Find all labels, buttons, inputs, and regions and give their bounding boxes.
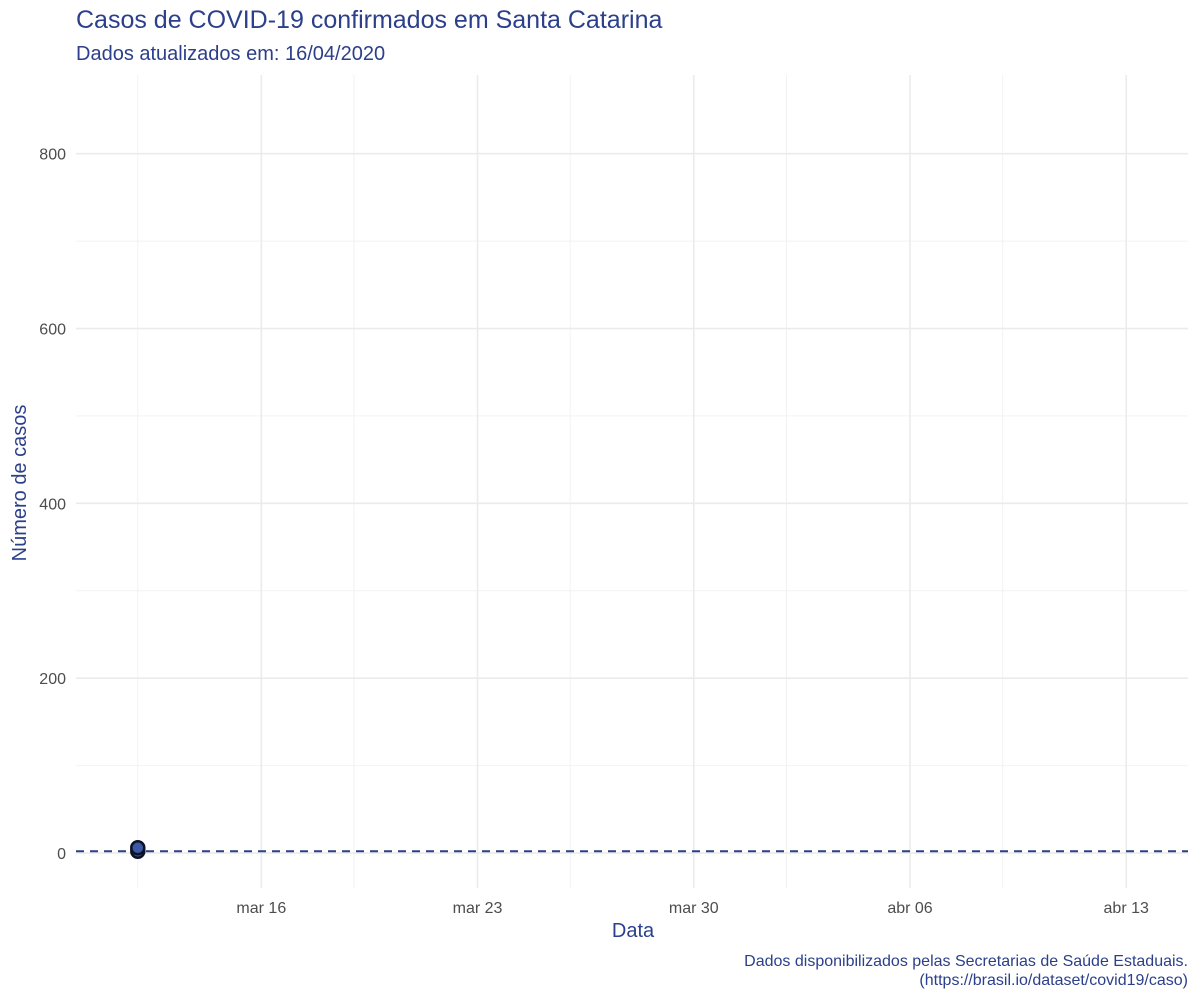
axis-tick-labels: 0 200 400 600 800 mar 16 mar 23 mar 30 abr 06 abr… [39,147,1149,917]
caption-source: Dados disponibilizados pelas Secretarias… [744,953,1188,970]
y-tick-label: 400 [39,496,66,513]
y-tick-label: 200 [39,671,66,688]
y-tick-label: 0 [57,846,66,863]
x-axis-title: Data [612,920,655,942]
x-tick-label: mar 23 [453,900,503,917]
x-tick-label: mar 16 [236,900,286,917]
y-tick-label: 800 [39,147,66,164]
x-tick-label: abr 13 [1104,900,1149,917]
data-point [130,840,146,856]
chart-title: Casos de COVID-19 confirmados em Santa C… [76,6,662,34]
data-marks [76,840,1188,860]
grid [76,75,1188,888]
x-tick-label: abr 06 [887,900,932,917]
caption-url: (https://brasil.io/dataset/covid19/caso) [919,972,1188,989]
chart-subtitle: Dados atualizados em: 16/04/2020 [76,43,385,65]
y-tick-label: 600 [39,322,66,339]
y-axis-title: Número de casos [9,405,31,562]
x-tick-label: mar 30 [669,900,719,917]
